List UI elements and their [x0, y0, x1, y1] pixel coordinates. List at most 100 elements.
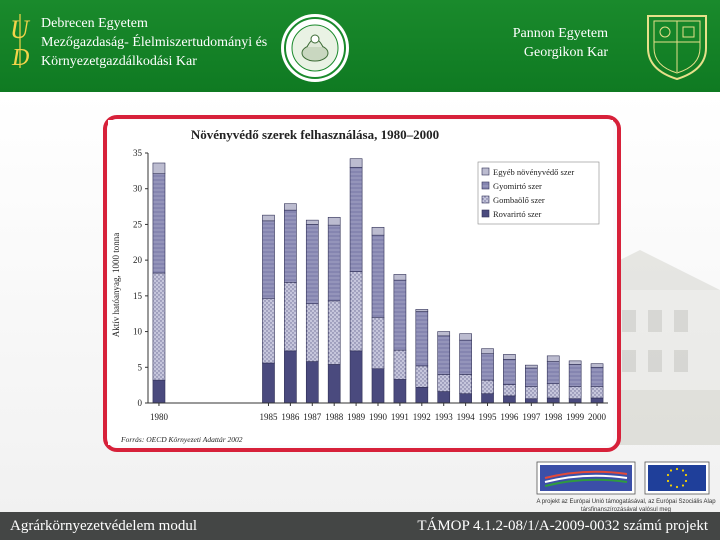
x-tick-label: 1996	[500, 412, 519, 422]
chart-title: Növényvédő szerek felhasználása, 1980–20…	[191, 127, 439, 142]
y-tick-label: 5	[138, 362, 143, 372]
bar-segment	[568, 364, 582, 387]
bar-segment	[590, 366, 604, 387]
bar-segment	[262, 298, 275, 364]
y-tick-label: 15	[133, 291, 143, 301]
legend-swatch	[481, 195, 490, 204]
bar-segment	[415, 309, 429, 312]
bar-segment	[459, 374, 472, 395]
y-tick-label: 25	[133, 219, 143, 229]
bar-segment	[393, 379, 407, 404]
bar-segment	[152, 173, 166, 274]
bar-segment	[152, 272, 166, 381]
y-tick-label: 10	[133, 327, 143, 337]
bar-segment	[393, 349, 407, 380]
y-tick-label: 0	[138, 398, 143, 408]
bar-segment	[284, 281, 297, 352]
x-tick-label: 2000	[588, 412, 607, 422]
x-tick-label: 1995	[479, 412, 498, 422]
x-tick-label: 1988	[325, 412, 344, 422]
bar-segment	[525, 364, 538, 369]
bar-segment	[481, 348, 494, 355]
x-tick-label: 1989	[347, 412, 366, 422]
bar-segment	[415, 386, 429, 404]
x-tick-label: 1999	[566, 412, 585, 422]
bar-segment	[349, 350, 363, 404]
bar-segment	[305, 224, 319, 305]
x-tick-label: 1987	[303, 412, 322, 422]
bar-segment	[284, 209, 297, 283]
bar-segment	[503, 359, 516, 385]
x-tick-label: 1994	[457, 412, 476, 422]
bar-segment	[262, 220, 275, 300]
univ-left-line-3: Környezetgazdálkodási Kar	[41, 54, 197, 69]
faculty-shield-icon	[647, 15, 707, 81]
bar-segment	[590, 397, 604, 404]
university-logo-icon: U D	[10, 14, 31, 70]
bar-segment	[284, 203, 297, 211]
univ-left-line-2: Mezőgazdaság- Élelmiszertudományi és	[41, 35, 268, 50]
bar-segment	[459, 333, 472, 341]
x-tick-label: 1991	[391, 412, 409, 422]
univ-right-line-1: Pannon Egyetem	[512, 26, 608, 41]
bar-segment	[393, 274, 407, 281]
y-tick-label: 20	[133, 255, 143, 265]
y-tick-label: 30	[133, 184, 143, 194]
bar-segment	[568, 386, 582, 400]
bar-segment	[349, 158, 363, 168]
bar-segment	[371, 316, 385, 370]
bar-segment	[437, 391, 451, 404]
bar-segment	[349, 166, 363, 272]
bar-segment	[415, 365, 429, 388]
x-tick-label: 1980	[150, 412, 169, 422]
bar-segment	[525, 386, 538, 400]
chart-legend: Egyéb növényvédő szer Gyomirtó szer Gombaö…	[477, 161, 600, 225]
bar-segment	[152, 379, 166, 404]
bar-segment	[327, 216, 341, 226]
x-tick-label: 1990	[369, 412, 388, 422]
bar-segment	[437, 331, 451, 337]
footer-module-name: Agrárkörnyezetvédelem modul	[10, 518, 198, 534]
footer-project-id: TÁMOP 4.1.2-08/1/A-2009-0032 számú proje…	[417, 518, 708, 534]
bar-segment	[437, 335, 451, 375]
bar-segment	[305, 361, 319, 404]
bar-segment	[546, 383, 560, 399]
bar-segment	[568, 360, 582, 365]
eu-flag-icon	[644, 461, 710, 495]
legend-swatch	[481, 181, 490, 190]
x-tick-label: 1997	[522, 412, 541, 422]
x-axis: 1980 1985 1986 1987 1988 1989 1990 1991 1992 1993…	[148, 402, 608, 422]
bar-segment	[305, 303, 319, 362]
stacked-bar-chart: Növényvédő szerek felhasználása, 1980–20…	[111, 127, 608, 444]
bar-segment	[546, 361, 560, 385]
header-bar: U D Debrecen Egyetem Mezőgazdaság- Élelm…	[0, 0, 720, 92]
legend-box	[477, 161, 600, 225]
bar-segment	[262, 362, 275, 404]
bar-segment	[568, 398, 582, 404]
bar-segment	[437, 374, 451, 392]
bar-segment	[152, 162, 166, 175]
bar-segment	[546, 397, 560, 404]
bar-segment	[525, 398, 538, 404]
bar-segment	[327, 364, 341, 404]
bars-group	[152, 158, 604, 404]
bar-segment	[590, 363, 604, 368]
bar-segment	[590, 386, 604, 399]
y-axis: 0 5 10 15 20 25 30 35	[133, 148, 149, 408]
bar-segment	[262, 214, 275, 222]
x-tick-label: 1986	[281, 412, 300, 422]
chart-source: Forrás: OECD Környezeti Adattár 2002	[120, 435, 243, 444]
uj-magyarorszag-logo-icon	[536, 461, 636, 495]
x-tick-label: 1992	[413, 412, 431, 422]
bar-segment	[393, 279, 407, 351]
eu-caption: A projekt az Európai Unió támogatásával,…	[536, 499, 716, 513]
bar-segment	[305, 219, 319, 225]
bar-segment	[415, 311, 429, 367]
bar-segment	[327, 300, 341, 365]
bar-segment	[459, 339, 472, 375]
x-tick-label: 1998	[544, 412, 563, 422]
bar-segment	[503, 354, 516, 360]
bar-segment	[284, 350, 297, 404]
univ-left-line-1: Debrecen Egyetem	[41, 16, 148, 31]
bar-segment	[371, 234, 385, 318]
